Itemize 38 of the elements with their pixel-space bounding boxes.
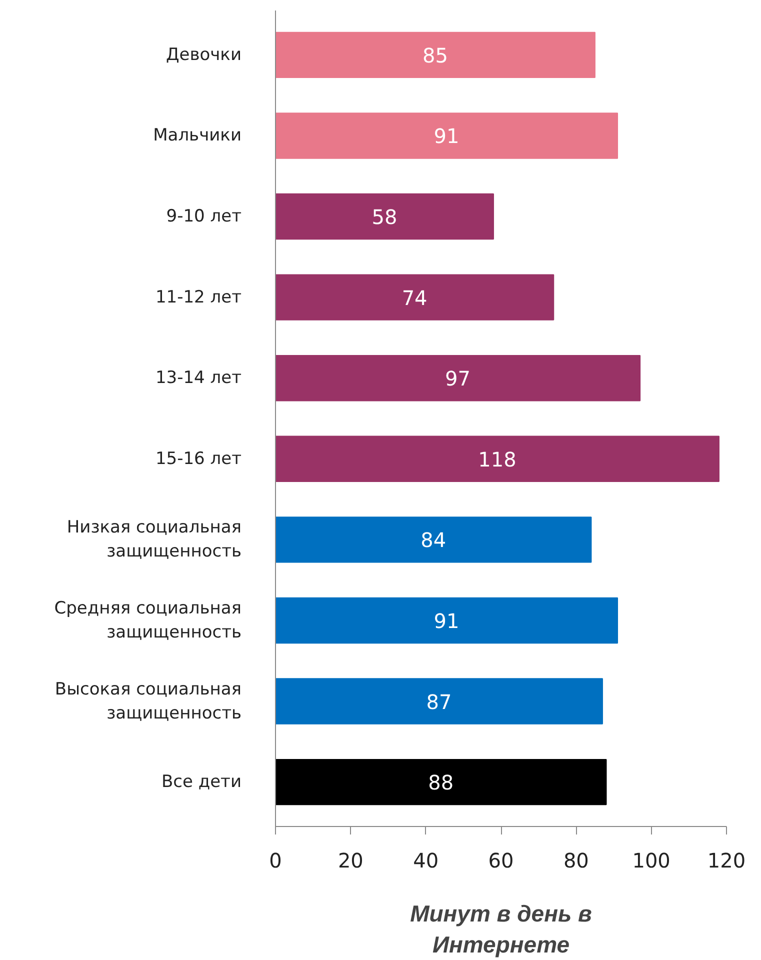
bar xyxy=(276,597,618,644)
x-tick-label: 40 xyxy=(413,848,439,872)
y-tick-label: Девочки xyxy=(166,44,242,65)
x-axis-title: Минут в день в Интернете xyxy=(410,900,592,958)
x-tick-label: 100 xyxy=(632,848,670,872)
y-tick-label: Средняя социальная защищенность xyxy=(54,598,242,642)
x-tick-label: 20 xyxy=(338,848,364,872)
x-tick-label: 60 xyxy=(488,848,514,872)
y-tick-label: Высокая социальная защищенность xyxy=(54,679,242,724)
data-label: 85 xyxy=(422,43,448,68)
y-tick-label: Мальчики xyxy=(153,126,242,146)
bar xyxy=(276,112,618,159)
y-tick-label: 13-14 лет xyxy=(155,368,242,388)
bar xyxy=(276,32,596,78)
bar xyxy=(276,274,554,320)
data-label: 118 xyxy=(478,447,516,472)
bar xyxy=(276,354,641,402)
bar xyxy=(276,516,592,563)
bar xyxy=(276,193,494,240)
data-label: 74 xyxy=(402,286,428,310)
data-label: 97 xyxy=(445,366,471,391)
data-label: 58 xyxy=(372,205,398,230)
y-tick-label: 11-12 лет xyxy=(155,287,242,308)
x-tick-label: 120 xyxy=(707,848,746,872)
data-label: 91 xyxy=(434,608,460,633)
data-label: 87 xyxy=(426,690,452,714)
bar xyxy=(276,758,607,806)
y-tick-label: 15-16 лет xyxy=(155,448,242,469)
bar xyxy=(276,436,720,482)
data-label: 84 xyxy=(420,528,446,552)
y-tick-label: Низкая социальная защищенность xyxy=(66,518,242,562)
bar xyxy=(276,678,603,724)
data-label: 91 xyxy=(434,124,460,148)
x-tick-label: 0 xyxy=(269,848,282,872)
y-tick-label: 9-10 лет xyxy=(166,206,242,227)
x-tick-label: 80 xyxy=(563,848,589,872)
data-label: 88 xyxy=(428,770,454,795)
y-tick-label: Все дети xyxy=(161,772,242,792)
